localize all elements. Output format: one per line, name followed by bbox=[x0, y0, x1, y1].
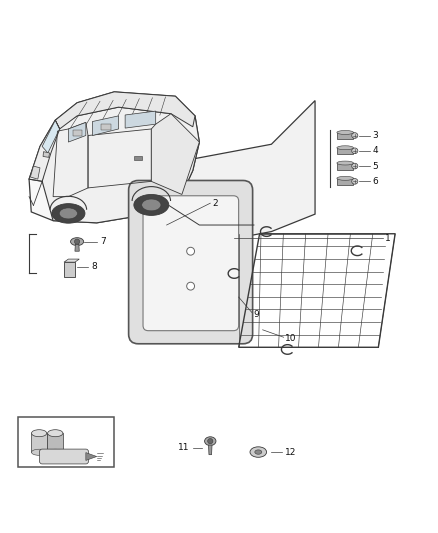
Bar bbox=[134, 157, 142, 159]
Ellipse shape bbox=[32, 430, 47, 437]
Text: 2: 2 bbox=[212, 199, 218, 208]
FancyBboxPatch shape bbox=[39, 449, 88, 464]
Bar bbox=[18, 417, 114, 467]
Polygon shape bbox=[132, 101, 315, 258]
Ellipse shape bbox=[32, 449, 47, 455]
Ellipse shape bbox=[71, 238, 84, 246]
FancyBboxPatch shape bbox=[129, 181, 253, 344]
Ellipse shape bbox=[205, 437, 216, 446]
Polygon shape bbox=[43, 152, 49, 157]
Polygon shape bbox=[64, 259, 79, 262]
Circle shape bbox=[187, 282, 194, 290]
Polygon shape bbox=[42, 120, 60, 153]
Polygon shape bbox=[73, 130, 82, 135]
Polygon shape bbox=[29, 120, 60, 181]
Bar bbox=[337, 148, 353, 154]
Text: 3: 3 bbox=[373, 131, 378, 140]
Text: 8: 8 bbox=[91, 262, 97, 271]
Ellipse shape bbox=[337, 176, 353, 180]
Polygon shape bbox=[30, 166, 40, 179]
Polygon shape bbox=[125, 111, 155, 128]
Ellipse shape bbox=[255, 450, 262, 454]
Polygon shape bbox=[86, 453, 97, 461]
FancyBboxPatch shape bbox=[143, 196, 239, 330]
Circle shape bbox=[208, 439, 213, 444]
Ellipse shape bbox=[142, 199, 161, 211]
Ellipse shape bbox=[337, 131, 353, 134]
Ellipse shape bbox=[48, 430, 63, 437]
Ellipse shape bbox=[59, 208, 78, 219]
Text: 4: 4 bbox=[373, 146, 378, 155]
Bar bbox=[337, 133, 353, 139]
Polygon shape bbox=[208, 445, 212, 455]
Text: 1: 1 bbox=[385, 233, 391, 243]
Text: 9: 9 bbox=[253, 310, 259, 319]
Ellipse shape bbox=[352, 133, 358, 139]
Polygon shape bbox=[101, 124, 111, 130]
Text: 6: 6 bbox=[373, 177, 378, 186]
Polygon shape bbox=[42, 107, 199, 223]
Text: 10: 10 bbox=[286, 334, 297, 343]
Polygon shape bbox=[68, 123, 86, 142]
Text: 7: 7 bbox=[100, 237, 106, 246]
Bar bbox=[47, 433, 63, 453]
Polygon shape bbox=[75, 244, 79, 251]
Text: 11: 11 bbox=[178, 443, 190, 452]
Bar bbox=[337, 179, 353, 185]
Bar bbox=[337, 163, 353, 169]
Ellipse shape bbox=[250, 447, 267, 457]
Bar bbox=[64, 262, 75, 277]
Ellipse shape bbox=[337, 161, 353, 165]
Ellipse shape bbox=[352, 179, 358, 184]
Polygon shape bbox=[29, 92, 199, 223]
Polygon shape bbox=[151, 114, 199, 195]
Text: 12: 12 bbox=[286, 448, 297, 457]
Ellipse shape bbox=[48, 449, 63, 455]
Polygon shape bbox=[92, 116, 119, 135]
Ellipse shape bbox=[352, 163, 358, 169]
Polygon shape bbox=[55, 92, 195, 129]
Circle shape bbox=[74, 239, 80, 244]
Ellipse shape bbox=[337, 146, 353, 150]
Ellipse shape bbox=[134, 195, 169, 215]
Ellipse shape bbox=[52, 204, 85, 223]
Bar bbox=[31, 433, 46, 453]
Ellipse shape bbox=[352, 148, 358, 154]
Text: 5: 5 bbox=[373, 161, 378, 171]
Circle shape bbox=[187, 247, 194, 255]
